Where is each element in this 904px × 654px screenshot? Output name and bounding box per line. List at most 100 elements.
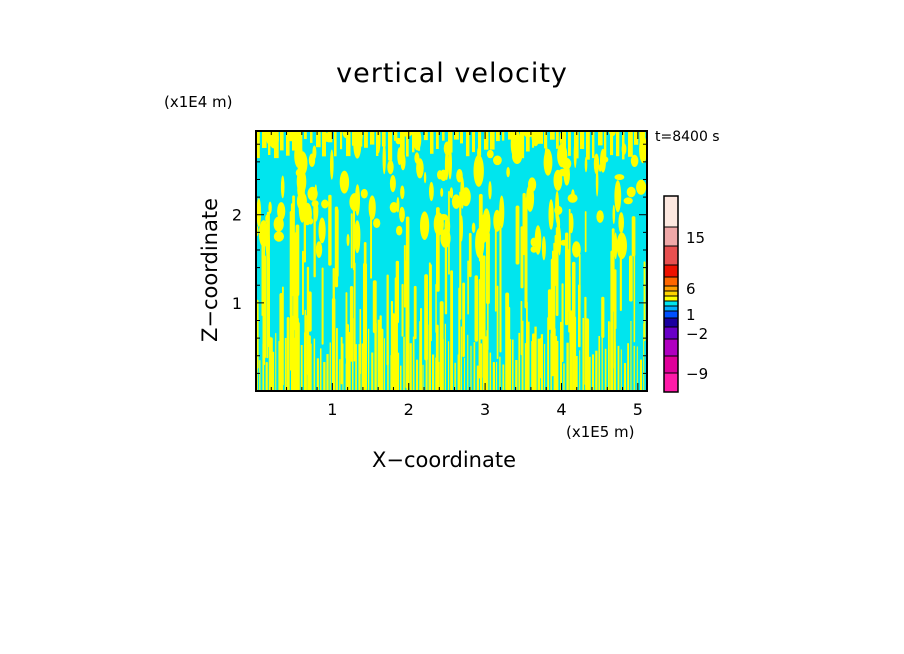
surface-plume [326,354,329,391]
upper-plume [449,187,454,199]
top-plume [388,131,393,161]
colorbar-band [663,195,679,228]
mid-plume [359,308,362,374]
surface-plume [528,321,530,391]
top-plume [538,131,543,144]
top-plume [340,131,343,150]
upper-plume [321,199,329,209]
top-plume [262,131,267,148]
surface-plume [355,344,357,391]
surface-plume [409,343,412,391]
upper-plume [544,146,549,169]
upper-plume [416,158,424,179]
mid-plume [547,289,552,330]
surface-plume [624,363,626,391]
mid-plume [435,324,439,391]
colorbar-band [663,276,679,287]
upper-plume [530,246,538,253]
mid-plume [379,315,382,391]
upper-plume [389,202,399,213]
surface-plume [348,332,351,391]
x-axis-unit-label: (x1E5 m) [566,423,635,441]
top-plume [436,131,439,149]
mid-plume [381,329,384,391]
top-plume [568,131,571,156]
mid-plume [480,242,483,340]
top-plume [466,131,470,157]
surface-plume [489,352,492,391]
upper-plume [448,147,452,180]
upper-plume [368,195,376,220]
mid-plume [487,225,489,351]
upper-plume [396,197,400,213]
upper-plume [486,149,494,159]
mid-plume [435,283,437,333]
colorbar-tick-label: 6 [686,280,696,298]
surface-plume [316,358,319,391]
top-plume [418,131,421,151]
upper-plume [451,194,461,209]
mid-plume [506,306,511,391]
upper-plume [354,226,361,254]
mid-plume [601,296,605,338]
surface-plume [387,349,389,391]
surface-plume [588,356,591,391]
mid-plume [515,205,520,265]
top-plume [622,131,625,160]
surface-plume [496,361,498,391]
mid-plume [420,308,423,391]
upper-plume [623,197,633,205]
top-plume [412,131,415,153]
upper-plume [330,149,334,180]
surface-plume [601,324,603,391]
surface-plume [284,338,287,391]
upper-plume [593,153,600,175]
colorbar-band [663,372,679,393]
top-plume [364,131,368,148]
upper-plume [258,220,269,248]
top-plume [556,131,559,149]
upper-plume [318,217,326,244]
upper-plume [296,168,307,195]
x-tick-label: 1 [327,400,337,419]
time-annotation: t=8400 s [655,129,720,145]
mid-plume [269,337,273,391]
top-plume [490,131,495,150]
top-plume [532,131,535,148]
upper-plume [311,200,319,208]
surface-plume [592,354,594,391]
colorbar-band [663,245,679,266]
surface-plume [582,318,585,391]
top-plume [430,131,434,154]
upper-plume [596,210,604,223]
colorbar-band [663,317,679,328]
x-tick-label: 3 [480,400,490,419]
top-plume [610,131,614,156]
surface-plume [416,359,419,391]
mid-plume [308,291,312,332]
top-plume [574,131,579,159]
upper-plume [400,185,405,200]
upper-plume [280,175,285,199]
x-axis-label: X−coordinate [372,448,516,472]
colorbar-band [663,305,679,312]
colorbar-frame [663,195,679,393]
surface-plume [339,359,341,391]
mid-plume [572,261,576,350]
top-plume [448,131,453,153]
surface-plume [403,336,405,391]
top-plume [322,131,326,157]
upper-plume [528,177,537,192]
mid-plume [552,250,554,317]
upper-plume [614,174,625,181]
top-plume [616,131,620,157]
x-axis-ticks: 1 2 3 4 5 [270,131,643,419]
mid-plume [403,245,406,308]
colorbar-band [663,290,679,297]
surface-plume [336,328,338,391]
mid-plume [349,286,354,362]
surface-plume [396,352,400,391]
colorbar-tick-label: −9 [686,365,708,383]
mid-plume [291,315,295,391]
